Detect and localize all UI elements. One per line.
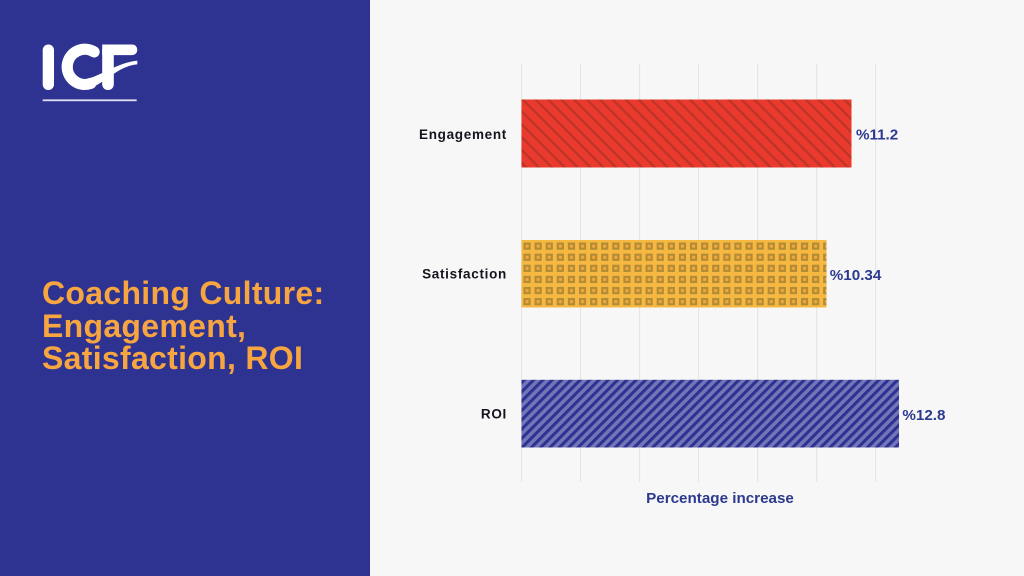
svg-text:%10.34: %10.34 (830, 267, 882, 284)
svg-text:%12.8: %12.8 (902, 407, 945, 424)
svg-text:Percentage increase: Percentage increase (646, 490, 794, 507)
svg-text:Satisfaction: Satisfaction (422, 267, 507, 282)
svg-text:%11.2: %11.2 (856, 126, 898, 143)
svg-text:ROI: ROI (481, 407, 507, 422)
svg-text:Engagement: Engagement (419, 127, 507, 142)
